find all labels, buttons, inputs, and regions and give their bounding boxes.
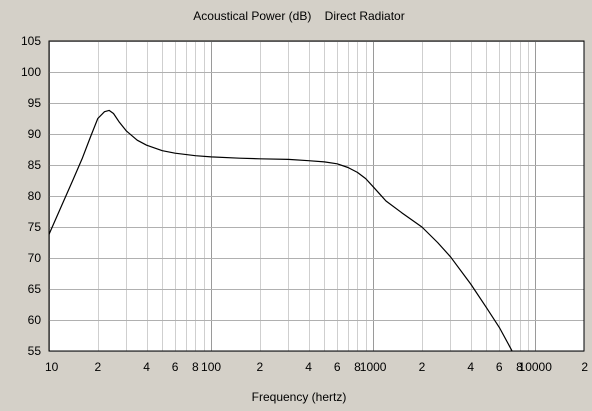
x-tick-label: 4 [467, 360, 474, 374]
x-tick-label: 2 [257, 360, 264, 374]
x-tick-label: 10 [45, 360, 59, 374]
x-tick-label: 2 [581, 360, 588, 374]
x-tick-label: 6 [334, 360, 341, 374]
y-tick-label: 85 [28, 158, 42, 172]
x-tick-label: 10000 [519, 360, 553, 374]
x-tick-label: 100 [201, 360, 221, 374]
x-axis-label: Frequency (hertz) [252, 390, 347, 404]
x-tick-label: 6 [172, 360, 179, 374]
y-tick-label: 55 [28, 344, 42, 358]
x-tick-label: 2 [94, 360, 101, 374]
y-tick-labels: 55 60 65 70 75 80 85 90 95 100 105 [21, 34, 41, 358]
y-tick-label: 100 [21, 65, 41, 79]
x-tick-label: 4 [143, 360, 150, 374]
y-tick-label: 105 [21, 34, 41, 48]
x-tick-label: 6 [496, 360, 503, 374]
y-tick-label: 60 [28, 313, 42, 327]
chart-title: Acoustical Power (dB) Direct Radiator [193, 9, 404, 23]
series-layer [48, 109, 513, 352]
y-tick-label: 70 [28, 251, 42, 265]
y-tick-label: 75 [28, 220, 42, 234]
y-tick-label: 65 [28, 282, 42, 296]
plot-border [48, 40, 585, 352]
x-tick-label: 8 [192, 360, 199, 374]
y-tick-label: 95 [28, 96, 42, 110]
x-tick-label: 4 [305, 360, 312, 374]
series-line [48, 109, 513, 352]
x-tick-label: 8 [516, 360, 523, 374]
y-tick-label: 80 [28, 189, 42, 203]
y-tick-label: 90 [28, 127, 42, 141]
x-tick-label: 2 [419, 360, 426, 374]
x-tick-label: 8 [354, 360, 361, 374]
x-tick-label: 1000 [360, 360, 387, 374]
